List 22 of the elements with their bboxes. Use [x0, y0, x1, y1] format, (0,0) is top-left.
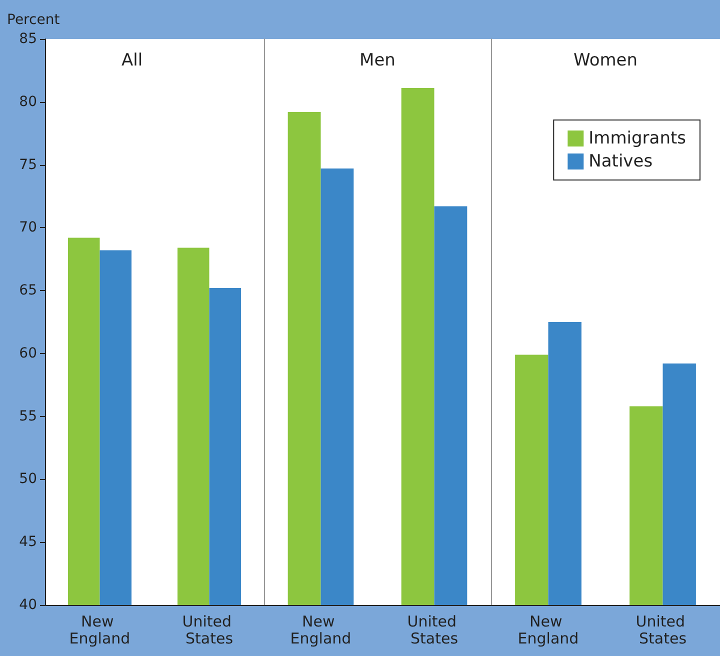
legend-label: Natives [588, 152, 653, 172]
y-tick-label: 80 [19, 94, 37, 110]
text: Women [573, 50, 638, 70]
x-tick-label: United States [182, 612, 236, 648]
text: Men [360, 50, 396, 70]
y-tick-label: 85 [19, 31, 37, 47]
x-tick-label: New England [518, 612, 579, 648]
y-tick-label: 45 [19, 534, 37, 550]
y-tick-label: 60 [19, 345, 37, 362]
y-tick-label: 75 [19, 156, 37, 173]
y-tick-label: 70 [19, 220, 37, 236]
y-tick-label: 55 [19, 408, 37, 424]
legend-label: Immigrants [588, 128, 686, 148]
y-tick-label: 65 [19, 282, 37, 299]
x-tick-label: United States [636, 612, 690, 648]
y-tick-label: 50 [19, 471, 37, 488]
y-tick-label: 40 [19, 597, 37, 613]
x-tick-label: United States [407, 612, 462, 648]
x-tick-label: New England [290, 612, 352, 648]
text: All [121, 50, 143, 70]
x-tick-label: New England [69, 612, 130, 648]
y-axis-title: Percent [7, 12, 60, 28]
